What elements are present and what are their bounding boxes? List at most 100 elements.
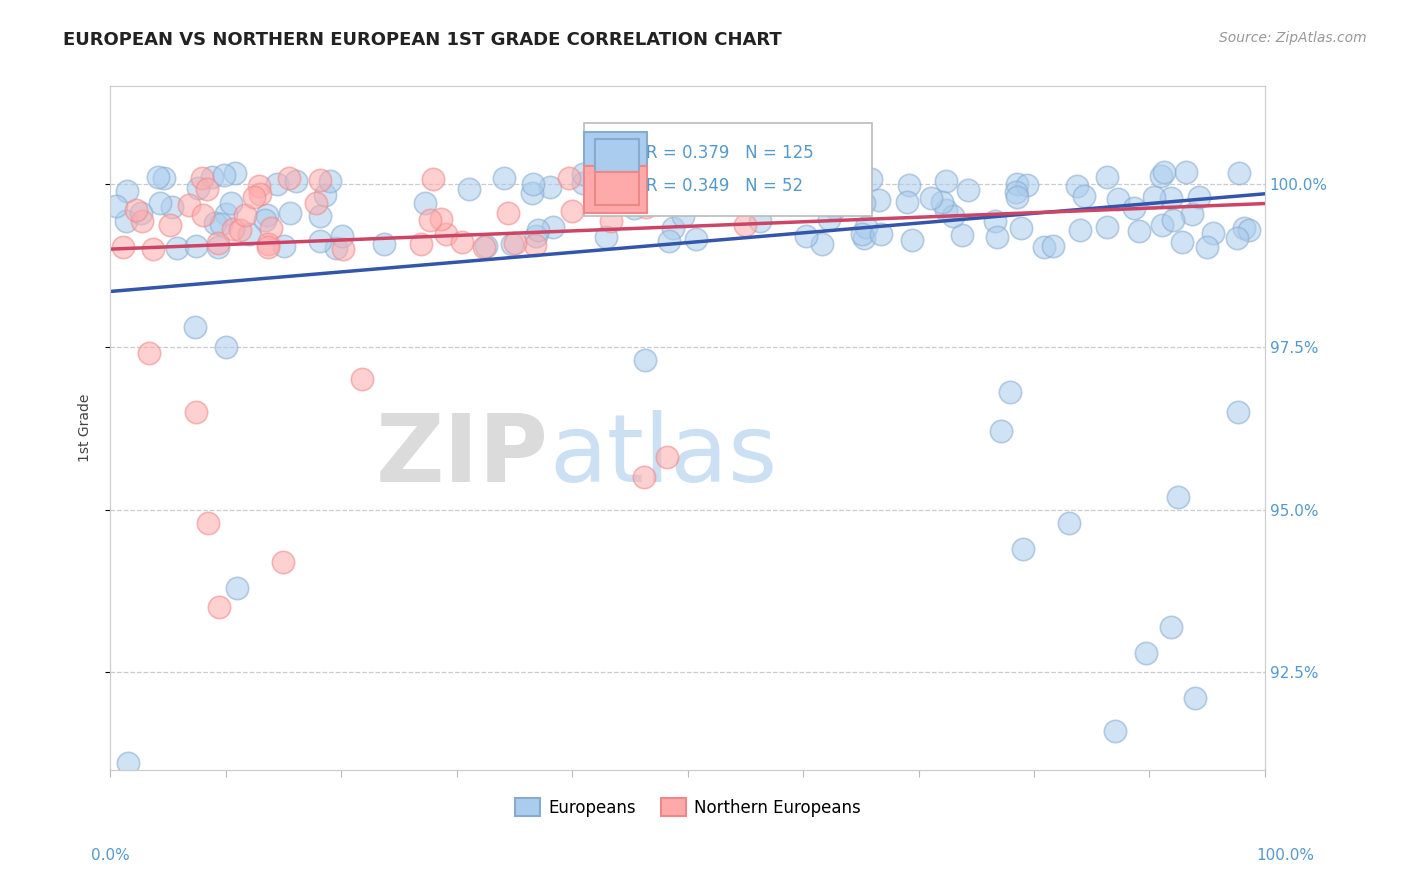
Point [734, 218, 756, 232]
Point [811, 236, 834, 251]
Point [898, 178, 921, 193]
Point [149, 195, 172, 210]
Point [222, 222, 245, 236]
Point [309, 173, 332, 187]
Point [748, 214, 770, 228]
Point [817, 179, 839, 194]
Point [409, 236, 432, 251]
Point [249, 187, 271, 202]
Point [233, 208, 256, 222]
Point [319, 174, 342, 188]
Point [215, 340, 238, 354]
Point [623, 201, 645, 215]
FancyBboxPatch shape [595, 172, 640, 204]
Point [197, 516, 219, 530]
Point [238, 227, 260, 242]
Text: atlas: atlas [550, 409, 778, 501]
Text: EUROPEAN VS NORTHERN EUROPEAN 1ST GRADE CORRELATION CHART: EUROPEAN VS NORTHERN EUROPEAN 1ST GRADE … [63, 31, 782, 49]
Point [630, 186, 652, 201]
Point [1004, 185, 1026, 199]
Point [1066, 179, 1088, 194]
Point [215, 207, 238, 221]
Point [430, 212, 453, 227]
Point [942, 209, 965, 223]
Point [527, 223, 550, 237]
Point [658, 234, 681, 248]
Point [561, 204, 583, 219]
Point [305, 196, 328, 211]
Point [257, 236, 280, 251]
Point [990, 425, 1012, 439]
Point [200, 169, 222, 184]
Point [1174, 165, 1197, 179]
Point [950, 227, 973, 242]
Point [655, 450, 678, 465]
FancyBboxPatch shape [583, 123, 872, 216]
Point [253, 212, 276, 227]
Point [1167, 490, 1189, 504]
Point [212, 168, 235, 182]
Point [191, 170, 214, 185]
Point [224, 166, 246, 180]
Point [271, 555, 294, 569]
Point [1097, 220, 1119, 235]
FancyBboxPatch shape [595, 139, 640, 172]
Point [634, 352, 657, 367]
Point [457, 182, 479, 196]
Point [1160, 191, 1182, 205]
Point [1226, 230, 1249, 244]
Legend: Europeans, Northern Europeans: Europeans, Northern Europeans [508, 791, 868, 823]
Point [273, 239, 295, 253]
Point [260, 221, 283, 235]
Point [617, 175, 640, 189]
Point [209, 218, 232, 232]
Point [896, 194, 918, 209]
Point [634, 201, 657, 215]
Text: Source: ZipAtlas.com: Source: ZipAtlas.com [1219, 31, 1367, 45]
Point [1057, 516, 1080, 530]
Point [520, 186, 543, 200]
Point [1152, 218, 1174, 232]
Point [1123, 202, 1146, 216]
Point [956, 183, 979, 197]
Point [1005, 190, 1028, 204]
Point [112, 240, 135, 254]
Point [503, 235, 526, 250]
Point [131, 213, 153, 227]
Point [935, 202, 957, 217]
Point [920, 191, 942, 205]
FancyBboxPatch shape [583, 132, 647, 178]
Point [558, 171, 581, 186]
Point [685, 232, 707, 246]
Point [208, 600, 231, 615]
Point [207, 240, 229, 254]
Point [869, 193, 891, 207]
Point [572, 168, 595, 182]
Point [332, 242, 354, 256]
Text: 0.0%: 0.0% [91, 848, 131, 863]
Point [1153, 164, 1175, 178]
Point [603, 170, 626, 185]
Point [247, 179, 270, 194]
Point [125, 203, 148, 218]
Point [859, 172, 882, 186]
Point [524, 237, 547, 252]
Point [184, 320, 207, 334]
Point [472, 240, 495, 254]
Point [1229, 166, 1251, 180]
Point [1104, 723, 1126, 738]
Point [314, 187, 336, 202]
Y-axis label: 1st Grade: 1st Grade [79, 394, 93, 462]
Point [824, 201, 846, 215]
Point [1150, 169, 1173, 183]
Point [450, 235, 472, 249]
Point [1184, 691, 1206, 706]
Point [186, 238, 208, 252]
Point [138, 346, 160, 360]
Point [900, 233, 922, 247]
Text: R = 0.349   N = 52: R = 0.349 N = 52 [645, 178, 803, 195]
Point [541, 219, 564, 234]
Point [191, 208, 214, 222]
Text: ZIP: ZIP [377, 409, 550, 501]
Point [494, 171, 516, 186]
